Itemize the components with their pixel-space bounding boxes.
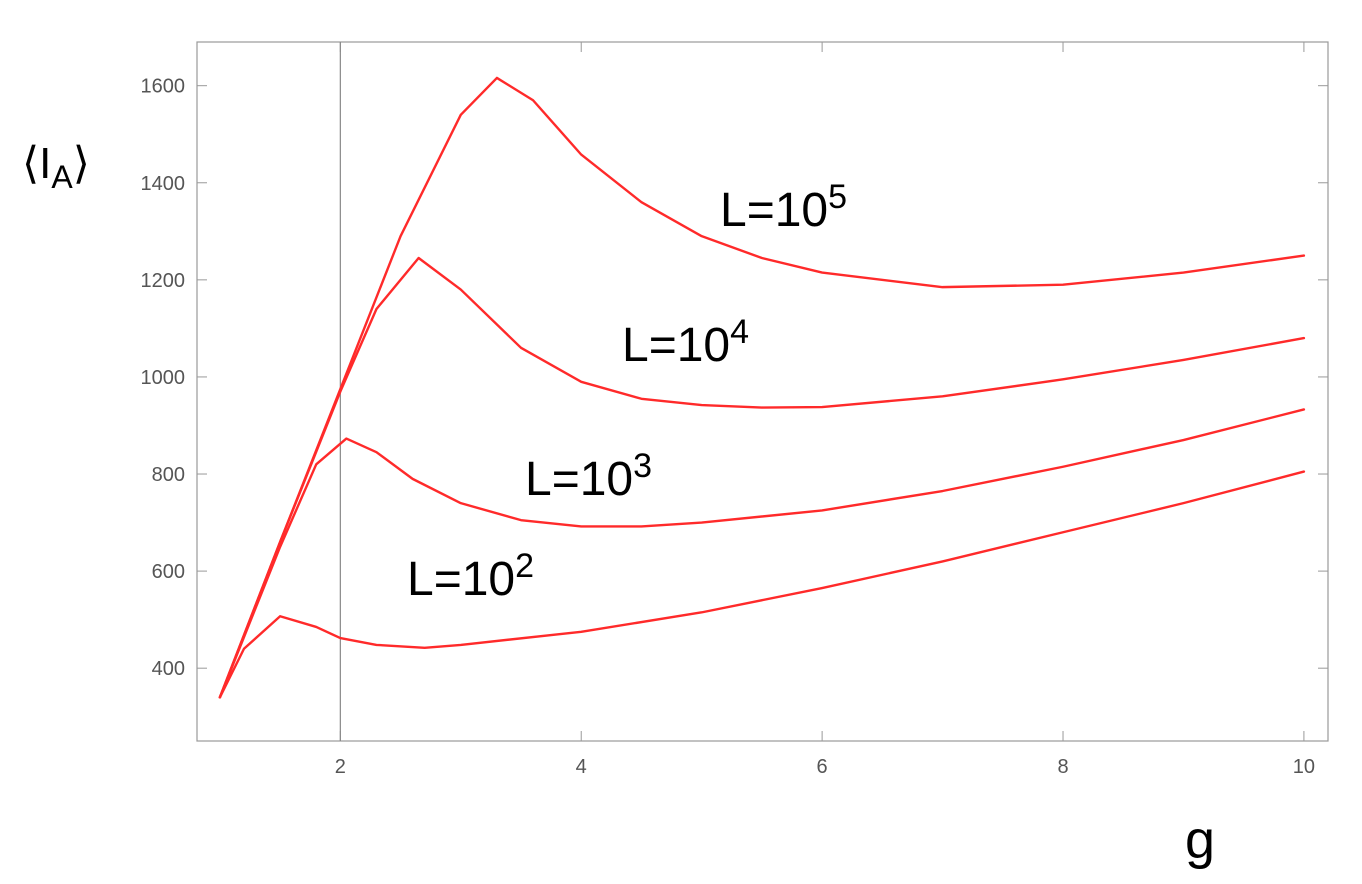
y-axis-label: ⟨IA⟩ bbox=[22, 139, 90, 195]
series-line bbox=[218, 470, 1306, 699]
x-tick-label: 2 bbox=[335, 756, 346, 778]
plot-frame bbox=[196, 41, 1329, 742]
x-axis-label: g bbox=[1185, 810, 1215, 870]
y-tick-label: 1400 bbox=[141, 173, 186, 195]
annotation-base: L=10 bbox=[525, 453, 633, 506]
y-label-sub: A bbox=[51, 159, 73, 195]
annotation-sup: 4 bbox=[730, 313, 749, 351]
x-tick-label: 6 bbox=[817, 756, 828, 778]
x-tick-label: 10 bbox=[1293, 756, 1315, 778]
series-annotation: L=102 bbox=[407, 547, 534, 606]
y-tick-label: 800 bbox=[152, 464, 185, 486]
x-tick-label: 8 bbox=[1057, 756, 1068, 778]
series-line bbox=[218, 256, 1306, 699]
series-annotation: L=105 bbox=[720, 178, 847, 237]
y-tick-label: 1200 bbox=[141, 270, 186, 292]
x-tick-label: 4 bbox=[576, 756, 587, 778]
series-line bbox=[218, 408, 1306, 699]
y-tick-label: 1600 bbox=[141, 76, 186, 98]
annotation-base: L=10 bbox=[622, 319, 730, 372]
annotation-sup: 5 bbox=[828, 178, 847, 216]
y-tick-label: 1000 bbox=[141, 367, 186, 389]
series-annotation: L=103 bbox=[525, 447, 652, 506]
y-tick-label: 400 bbox=[152, 658, 185, 680]
annotation-sup: 3 bbox=[633, 447, 652, 485]
annotation-base: L=10 bbox=[407, 553, 515, 606]
y-label-main: ⟨I bbox=[22, 139, 51, 188]
y-label-close: ⟩ bbox=[73, 139, 90, 188]
annotation-sup: 2 bbox=[515, 547, 534, 585]
series-line bbox=[218, 76, 1306, 699]
series-annotation: L=104 bbox=[622, 313, 749, 372]
annotation-base: L=10 bbox=[720, 184, 828, 237]
y-tick-label: 600 bbox=[152, 561, 185, 583]
